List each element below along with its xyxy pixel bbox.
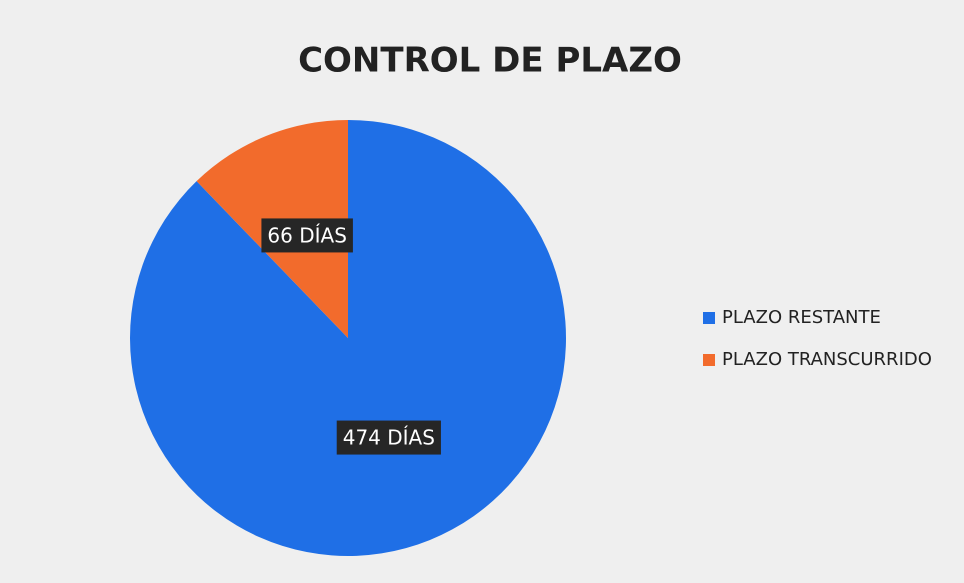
data-label-box	[261, 218, 353, 253]
data-label: 474 DÍAS	[343, 426, 435, 450]
legend-swatch	[703, 354, 715, 366]
legend-label: PLAZO TRANSCURRIDO	[722, 349, 932, 370]
data-label-group: 474 DÍAS	[336, 420, 441, 455]
legend-swatch	[703, 312, 715, 324]
legend-label: PLAZO RESTANTE	[722, 307, 881, 328]
chart-title: CONTROL DE PLAZO	[298, 41, 682, 81]
data-label: 66 DÍAS	[267, 223, 346, 247]
data-label-group: 66 DÍAS	[261, 218, 353, 253]
pie-slice	[129, 120, 566, 556]
data-label-box	[336, 420, 441, 455]
